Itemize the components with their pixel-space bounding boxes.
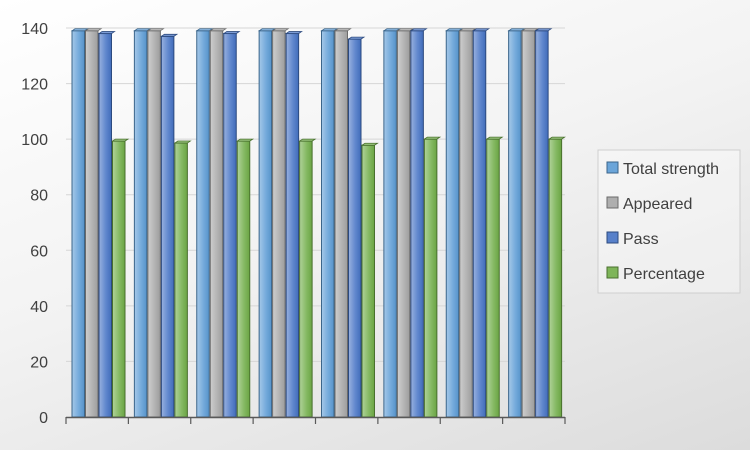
bar-pass — [285, 33, 300, 418]
legend-swatch — [606, 196, 619, 209]
bar-pass — [535, 30, 549, 418]
bar-pass — [410, 30, 424, 418]
bar-percentage — [299, 140, 313, 418]
bar-cap — [173, 140, 192, 144]
bar-cap — [84, 28, 103, 32]
bar-group — [70, 28, 130, 418]
bar-appeared — [209, 30, 224, 418]
bar-percentage — [423, 138, 438, 418]
bar-pass — [98, 33, 112, 418]
bar-cap — [333, 28, 352, 32]
legend: Total strength Appeared Pass Percentage — [597, 149, 741, 294]
bar-pass — [472, 30, 487, 418]
legend-label: Percentage — [623, 266, 705, 283]
y-tick-label: 120 — [21, 77, 48, 94]
bar-group — [133, 28, 192, 418]
bar-total-strength — [321, 30, 335, 418]
bar-percentage — [486, 138, 500, 418]
bar-group — [195, 28, 255, 418]
bar-cap — [520, 28, 539, 32]
bar-cap — [534, 28, 553, 32]
bar-cap — [160, 33, 179, 37]
bar-total-strength — [196, 30, 210, 418]
bar-total-strength — [71, 30, 85, 418]
bar-cap — [195, 28, 214, 32]
bar-cap — [70, 28, 89, 32]
bar-total-strength — [445, 30, 460, 418]
bar-cap — [360, 142, 379, 146]
y-tick-label: 40 — [30, 299, 48, 316]
bar-cap — [547, 136, 566, 140]
bar-group — [507, 28, 566, 418]
bar-total-strength — [133, 30, 148, 418]
bar-cap — [507, 28, 526, 32]
bar-percentage — [361, 144, 375, 418]
y-tick-label: 20 — [30, 354, 48, 371]
bar-cap — [471, 28, 491, 32]
bar-appeared — [459, 30, 473, 418]
bar-cap — [133, 28, 152, 32]
bar-cap — [409, 28, 428, 32]
bar-cap — [146, 28, 165, 32]
bar-pass — [160, 35, 175, 418]
bar-pass — [348, 38, 362, 418]
legend-box — [597, 149, 741, 294]
bar-cap — [396, 28, 415, 32]
legend-label: Total strength — [623, 161, 719, 178]
bar-cap — [458, 28, 477, 32]
legend-label: Pass — [623, 231, 659, 248]
bar-cap — [284, 31, 303, 34]
bars — [70, 28, 566, 418]
x-axis — [65, 416, 566, 424]
bar-cap — [208, 28, 228, 32]
bar-appeared — [521, 30, 536, 418]
bar-percentage — [548, 138, 563, 418]
y-tick-label: 80 — [30, 188, 48, 205]
bar-cap — [298, 138, 317, 142]
bar-cap — [423, 136, 442, 140]
bar-cap — [485, 136, 504, 140]
bar-group — [444, 28, 504, 418]
bar-pass — [223, 33, 237, 418]
bar-cap — [235, 138, 255, 142]
bar-cap — [271, 28, 290, 32]
y-tick-label: 100 — [21, 132, 48, 149]
bar-cap — [111, 138, 130, 142]
bar-cap — [97, 31, 116, 34]
legend-swatch — [606, 161, 619, 174]
bar-group — [320, 28, 379, 418]
bar-appeared — [396, 30, 411, 418]
legend-swatch — [606, 231, 619, 244]
bar-cap — [347, 36, 366, 40]
bar-percentage — [236, 140, 251, 418]
bar-cap — [444, 28, 464, 32]
bar-appeared — [85, 30, 99, 418]
legend-label: Appeared — [623, 196, 692, 213]
y-tick-label: 140 — [21, 21, 48, 38]
bar-cap — [382, 28, 401, 32]
bar-total-strength — [508, 30, 522, 418]
bar-percentage — [174, 142, 188, 418]
bar-group — [382, 28, 442, 418]
y-tick-label: 0 — [39, 410, 48, 427]
bar-appeared — [334, 30, 348, 418]
bar-group — [257, 28, 317, 418]
bar-cap — [222, 31, 241, 34]
y-axis-ticks: 0 20 40 60 80 100 120 140 — [21, 21, 48, 427]
bar-cap — [320, 28, 339, 32]
bar-total-strength — [383, 30, 397, 418]
y-tick-label: 60 — [30, 243, 48, 260]
bar-appeared — [147, 30, 161, 418]
bar-percentage — [112, 140, 126, 418]
bar-appeared — [272, 30, 286, 418]
bar-cap — [257, 28, 276, 32]
bar-total-strength — [258, 30, 273, 418]
legend-swatch — [606, 266, 619, 279]
